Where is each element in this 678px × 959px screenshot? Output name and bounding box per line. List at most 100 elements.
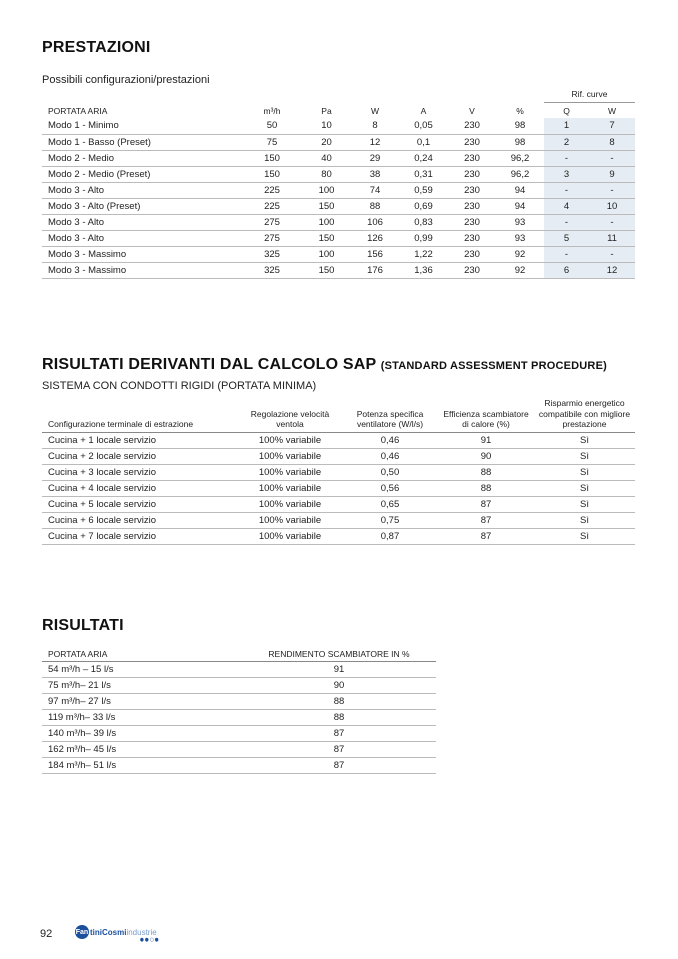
table-cell: 54 m³/h – 15 l/s (42, 661, 242, 678)
sap-table: Configurazione terminale di estrazione Re… (42, 398, 635, 545)
table-cell: 5 (544, 230, 589, 247)
column-header: W (607, 106, 617, 116)
table-cell: 92 (496, 262, 544, 279)
table-cell: - (544, 150, 589, 167)
column-header: Efficienza scambiatore di calore (%) (438, 398, 534, 433)
table-cell: Cucina + 3 locale servizio (42, 464, 238, 481)
table-cell: - (589, 182, 635, 199)
table-cell: 100% variabile (238, 432, 342, 449)
table-cell: 230 (448, 230, 496, 247)
table-cell: 230 (448, 166, 496, 183)
table-cell: 230 (448, 214, 496, 231)
table-cell: 29 (351, 150, 399, 167)
results-table: PORTATA ARIA RENDIMENTO SCAMBIATORE IN % 5… (42, 645, 436, 774)
table-cell: Sì (534, 480, 635, 497)
page-number: 92 (40, 928, 53, 940)
table-cell: 0,24 (399, 150, 448, 167)
table-cell: 0,46 (342, 432, 438, 449)
table-cell: 0,75 (342, 512, 438, 529)
column-header: RENDIMENTO SCAMBIATORE IN % (242, 645, 436, 662)
column-header: A (420, 106, 427, 116)
table-row: Modo 3 - Massimo 325 150 176 1,36 230 92 6 12 (42, 262, 635, 279)
table-cell: Modo 3 - Alto (42, 182, 242, 199)
table-cell: 6 (544, 262, 589, 279)
table-row: Cucina + 1 locale servizio 100% variabile… (42, 432, 635, 449)
table-cell: - (544, 214, 589, 231)
table-cell: Cucina + 4 locale servizio (42, 480, 238, 497)
table-row: Cucina + 7 locale servizio 100% variabile… (42, 528, 635, 545)
rif-curve-label: Rif. curve (544, 86, 635, 103)
table-cell: 100% variabile (238, 512, 342, 529)
column-header: % (516, 106, 524, 116)
table-cell: 97 m³/h– 27 l/s (42, 693, 242, 710)
table-cell: 100% variabile (238, 480, 342, 497)
table-cell: 150 (302, 198, 351, 215)
table-cell: 94 (496, 182, 544, 199)
table-cell: 88 (438, 480, 534, 497)
table-cell: 75 (242, 134, 302, 151)
section-title-risultati: RISULTATI (42, 617, 124, 634)
table-cell: 1,22 (399, 246, 448, 263)
table-row: 184 m³/h– 51 l/s 87 (42, 757, 436, 774)
table-cell: 8 (351, 118, 399, 135)
table-cell: - (589, 214, 635, 231)
table-cell: 87 (242, 725, 436, 742)
table-row: 162 m³/h– 45 l/s 87 (42, 741, 436, 758)
table-cell: Sì (534, 464, 635, 481)
table-cell: 100% variabile (238, 528, 342, 545)
table-cell: Cucina + 2 locale servizio (42, 448, 238, 465)
table-cell: 162 m³/h– 45 l/s (42, 741, 242, 758)
table-cell: 0,31 (399, 166, 448, 183)
table-cell: - (589, 150, 635, 167)
table-cell: 1 (544, 118, 589, 135)
table-cell: 38 (351, 166, 399, 183)
table-cell: Modo 3 - Alto (Preset) (42, 198, 242, 215)
table-cell: 150 (302, 230, 351, 247)
table-cell: 40 (302, 150, 351, 167)
table-cell: 230 (448, 182, 496, 199)
column-header: V (469, 106, 475, 116)
table-cell: 0,69 (399, 198, 448, 215)
table-cell: Modo 1 - Basso (Preset) (42, 134, 242, 151)
table-row: Cucina + 2 locale servizio 100% variabile… (42, 448, 635, 465)
table-cell: 230 (448, 262, 496, 279)
table-cell: 12 (589, 262, 635, 279)
table-cell: 88 (438, 464, 534, 481)
table-cell: 88 (351, 198, 399, 215)
table-cell: 150 (242, 166, 302, 183)
table-row: Modo 2 - Medio (Preset) 150 80 38 0,31 230 96,… (42, 166, 635, 183)
table-cell: 91 (438, 432, 534, 449)
table-cell: 96,2 (496, 150, 544, 167)
table-cell: 50 (242, 118, 302, 135)
table-cell: 0,05 (399, 118, 448, 135)
table-cell: 100 (302, 246, 351, 263)
table-cell: 87 (242, 757, 436, 774)
column-header: PORTATA ARIA (42, 645, 242, 662)
column-header: m³/h (263, 106, 281, 116)
table-cell: 0,1 (399, 134, 448, 151)
table-cell: 225 (242, 198, 302, 215)
table-cell: Modo 1 - Minimo (42, 118, 242, 135)
table-cell: 8 (589, 134, 635, 151)
table-cell: 12 (351, 134, 399, 151)
table-cell: 93 (496, 230, 544, 247)
section-title-prestazioni: PRESTAZIONI (42, 39, 151, 56)
table-row: Modo 3 - Massimo 325 100 156 1,22 230 92- - (42, 246, 635, 263)
sap-title: RISULTATI DERIVANTI DAL CALCOLO SAP (42, 356, 377, 373)
table-cell: Cucina + 6 locale servizio (42, 512, 238, 529)
table-cell: 106 (351, 214, 399, 231)
table-cell: 100% variabile (238, 464, 342, 481)
table-row: Cucina + 5 locale servizio 100% variabile… (42, 496, 635, 513)
table-cell: 93 (496, 214, 544, 231)
table-cell: 98 (496, 118, 544, 135)
table-row: Cucina + 4 locale servizio 100% variabile… (42, 480, 635, 497)
table-cell: 20 (302, 134, 351, 151)
table-cell: 0,87 (342, 528, 438, 545)
table-cell: Modo 2 - Medio (Preset) (42, 166, 242, 183)
table-cell: 325 (242, 262, 302, 279)
table-cell: 7 (589, 118, 635, 135)
table-cell: 92 (496, 246, 544, 263)
table-cell: 0,59 (399, 182, 448, 199)
table-cell: 98 (496, 134, 544, 151)
table-cell: - (589, 246, 635, 263)
